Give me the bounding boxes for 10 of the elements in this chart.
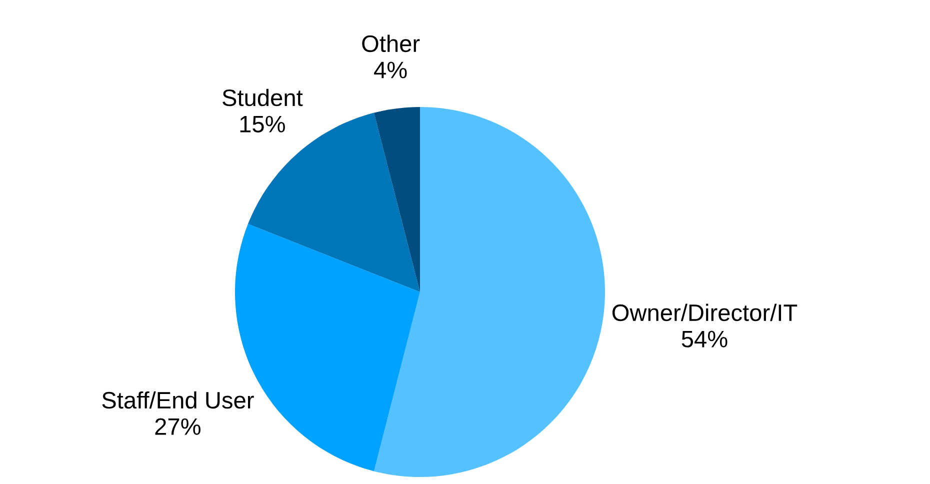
data-label: 4% — [374, 62, 407, 78]
slice-label: Student — [222, 88, 303, 106]
pie-slice — [374, 107, 420, 292]
data-label: 27% — [155, 418, 200, 435]
slice-label: Owner/Director/IT — [612, 304, 798, 322]
slice-label: Staff/End User — [102, 391, 254, 409]
data-label: 15% — [240, 116, 285, 132]
slice-label: Other — [362, 34, 420, 52]
data-label: 54% — [682, 330, 728, 348]
pie-slice — [374, 107, 605, 477]
